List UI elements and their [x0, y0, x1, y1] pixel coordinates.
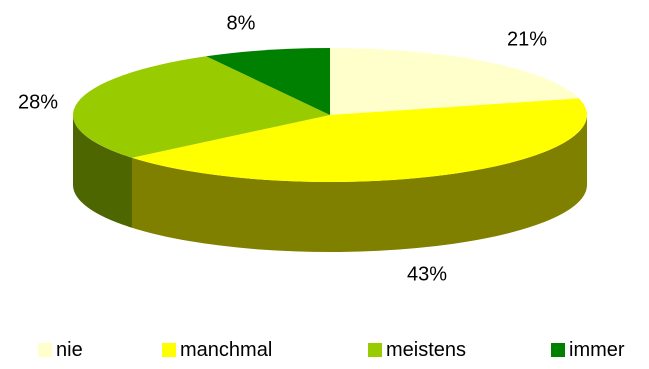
legend-swatch-immer — [551, 343, 565, 357]
pie-slice-nie — [330, 48, 579, 115]
legend-item-manchmal: manchmal — [162, 338, 272, 362]
legend-item-meistens: meistens — [368, 338, 466, 362]
legend-label-nie: nie — [56, 339, 83, 361]
legend-swatch-manchmal — [162, 343, 176, 357]
legend-item-nie: nie — [38, 338, 83, 362]
pie-slice-manchmal — [131, 98, 587, 182]
data-label-manchmal: 43% — [407, 263, 447, 285]
legend: nie manchmal meistens immer — [0, 338, 649, 362]
pie-top — [72, 48, 587, 182]
data-label-nie: 21% — [507, 28, 547, 50]
legend-item-immer: immer — [551, 338, 625, 362]
data-labels: 21% 43% 28% 8% — [18, 12, 547, 285]
data-label-meistens: 28% — [18, 91, 58, 113]
pie-side-manchmal — [131, 115, 588, 252]
pie-side-meistens — [73, 115, 132, 228]
legend-label-immer: immer — [569, 339, 625, 361]
legend-swatch-nie — [38, 343, 52, 357]
pie-sides — [73, 115, 588, 252]
legend-label-manchmal: manchmal — [180, 339, 273, 361]
data-label-immer: 8% — [227, 12, 256, 34]
legend-swatch-meistens — [368, 343, 382, 357]
pie-slice-immer — [206, 48, 330, 115]
pie-slice-meistens — [72, 56, 330, 158]
legend-label-meistens: meistens — [386, 339, 467, 361]
